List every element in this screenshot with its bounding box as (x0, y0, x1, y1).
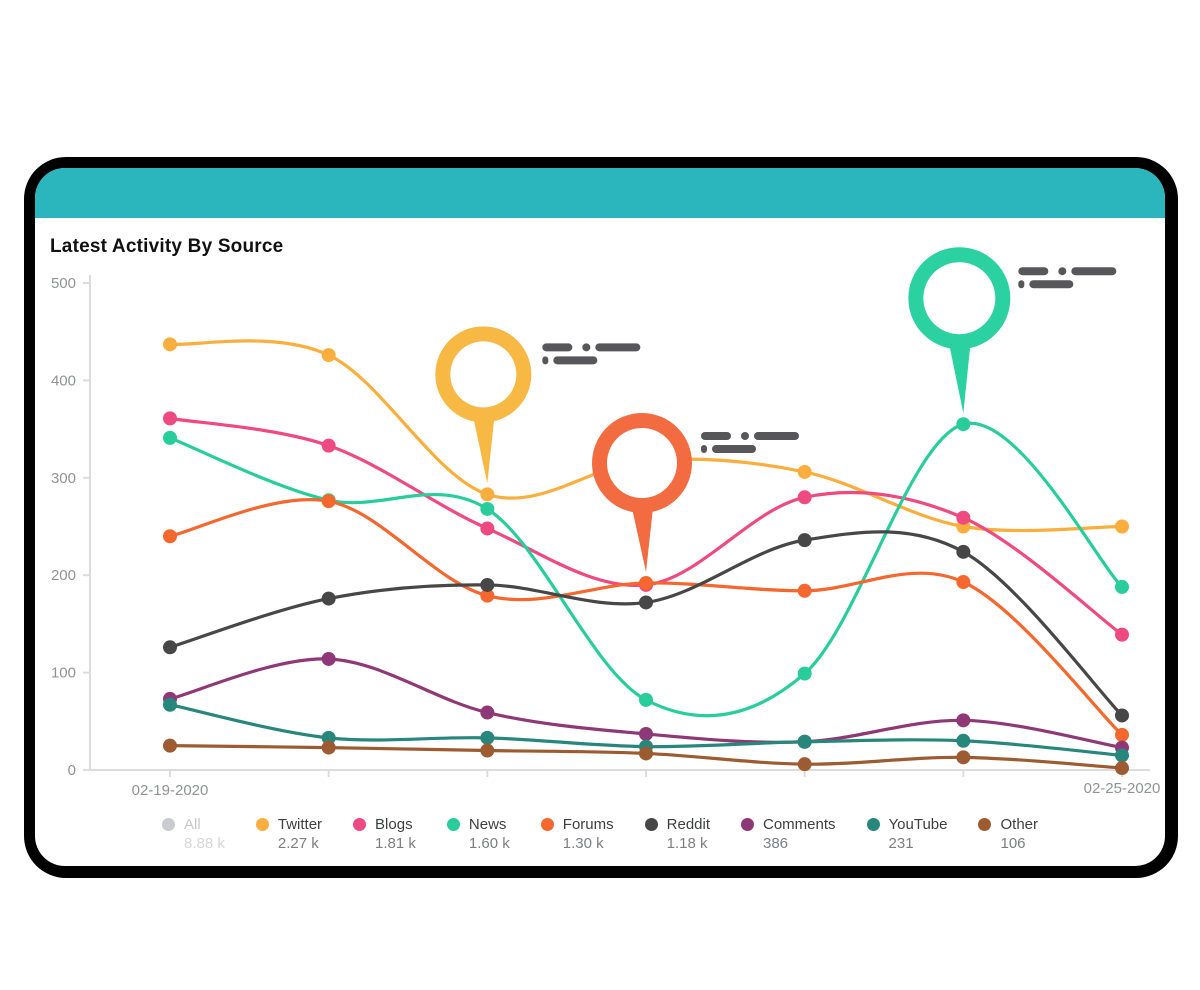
legend-dot (978, 818, 992, 831)
legend-dot (353, 818, 367, 831)
legend-item-other[interactable]: Other 106 (978, 816, 1038, 852)
page-title: Latest Activity By Source (50, 236, 284, 257)
legend-value: 231 (888, 835, 914, 852)
legend-value: 106 (1000, 835, 1026, 852)
legend-value: 2.27 k (277, 835, 319, 852)
legend-label: Twitter (277, 816, 323, 833)
legend-label: Reddit (666, 816, 710, 833)
activity-card: Latest Activity By Source (35, 168, 1165, 866)
legend-dot (161, 818, 175, 831)
legend-item-reddit[interactable]: Reddit 1.18 k (644, 816, 710, 852)
legend-item-youtube[interactable]: YouTube 231 (866, 816, 948, 852)
legend-dot (540, 818, 554, 831)
legend-dot (255, 818, 269, 831)
card-header-bar (35, 168, 1165, 218)
legend-item-twitter[interactable]: Twitter 2.27 k (255, 816, 323, 852)
legend-label: Blogs (375, 816, 413, 833)
legend-item-blogs[interactable]: Blogs 1.81 k (353, 816, 416, 852)
legend-dot (644, 818, 658, 831)
legend-value: 1.30 k (562, 835, 604, 852)
chart-legend: All 8.88 k Twitter 2.27 k Blogs 1.81 k News 1.6… (35, 816, 1165, 852)
legend-value: 1.81 k (375, 835, 416, 852)
legend-value: 386 (763, 835, 789, 852)
legend-label: Forums (562, 816, 614, 833)
legend-value: 1.18 k (666, 835, 708, 852)
legend-label: News (468, 816, 507, 833)
legend-value: 8.88 k (183, 835, 225, 852)
legend-label: Other (1000, 816, 1038, 833)
legend-label: All (183, 816, 201, 833)
legend-value: 1.60 k (468, 835, 510, 852)
legend-label: Comments (763, 816, 836, 833)
legend-item-comments[interactable]: Comments 386 (741, 816, 836, 852)
legend-item-news[interactable]: News 1.60 k (446, 816, 510, 852)
legend-dot (446, 818, 460, 831)
legend-dot (741, 818, 754, 831)
legend-item-forums[interactable]: Forums 1.30 k (540, 816, 614, 852)
legend-dot (866, 818, 880, 831)
legend-item-all[interactable]: All 8.88 k (161, 816, 225, 852)
legend-label: YouTube (888, 816, 948, 833)
